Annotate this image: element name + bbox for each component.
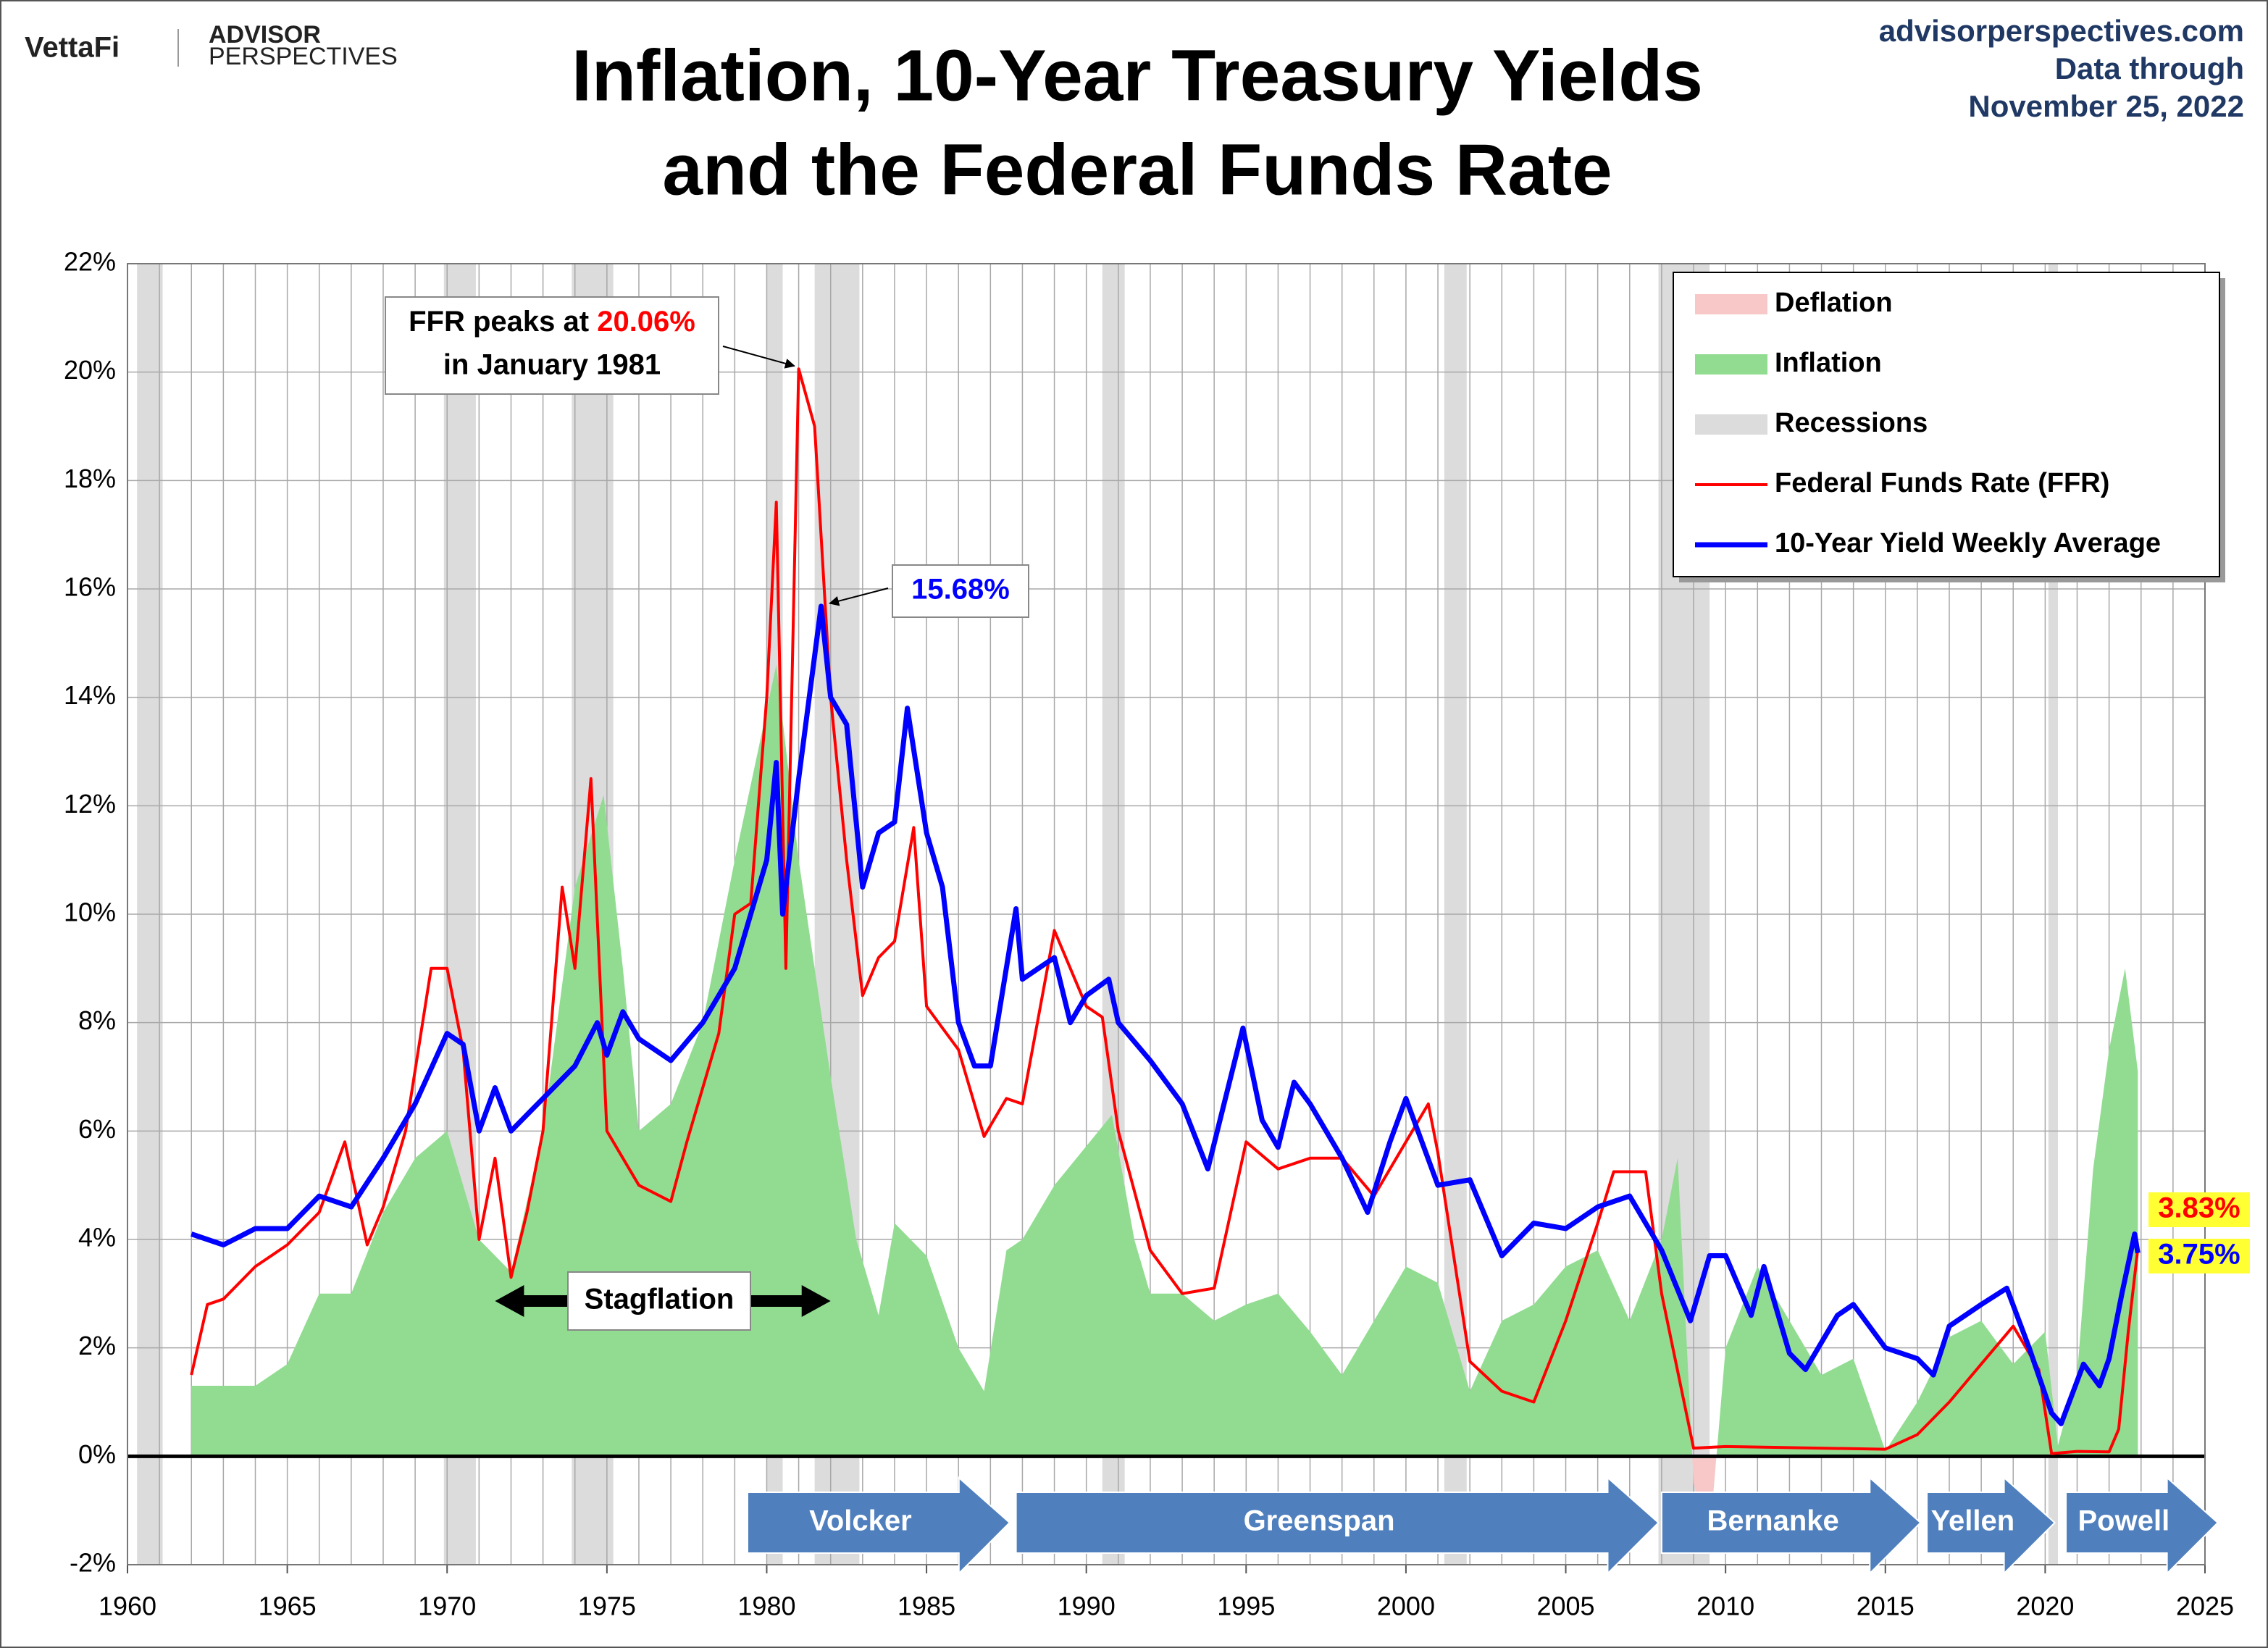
callout-box	[567, 1271, 751, 1331]
x-tick-label: 1980	[737, 1591, 795, 1621]
chair-label: Volcker	[809, 1505, 912, 1537]
callout-arrow	[722, 346, 795, 369]
y-tick-label: 0%	[78, 1439, 116, 1469]
site: advisorperspectives.com	[1879, 14, 2244, 48]
legend-label: 10-Year Yield Weekly Average	[1775, 528, 2161, 559]
chair-label: Bernanke	[1707, 1505, 1838, 1537]
y-tick-label: 12%	[64, 789, 116, 819]
callout-arrow	[829, 587, 889, 606]
legend-label: Recessions	[1775, 408, 1928, 438]
x-tick-label: 1985	[897, 1591, 955, 1621]
y-tick-label: 6%	[78, 1114, 116, 1144]
chair-arrow	[1660, 1476, 1922, 1576]
callout-text: FFR peaks at 20.06%	[409, 306, 695, 338]
y-tick-label: -2%	[70, 1548, 116, 1578]
callout-value: 20.06%	[597, 306, 695, 338]
callout-text: in January 1981	[443, 349, 661, 381]
y-tick-label: 4%	[78, 1223, 116, 1252]
ffr-annotation: FFR peaks at 20.06% in January 1981	[385, 296, 719, 395]
callout-box	[892, 564, 1029, 618]
note: Data through	[2055, 51, 2244, 85]
y-tick-label: 20%	[64, 355, 116, 385]
legend-swatch	[1695, 354, 1767, 375]
inflation-area	[191, 664, 2138, 1457]
chair-label: Powell	[2078, 1505, 2170, 1537]
brand: VettaFi	[25, 32, 120, 64]
legend-label: Federal Funds Rate (FFR)	[1775, 468, 2109, 498]
x-tick-label: 2010	[1696, 1591, 1754, 1621]
legend-swatch	[1695, 294, 1767, 314]
x-tick-label: 2025	[2176, 1591, 2234, 1621]
callout-box	[385, 296, 719, 395]
brand3: PERSPECTIVES	[209, 43, 398, 70]
chair-label: Greenspan	[1244, 1505, 1395, 1537]
x-tick-label: 2000	[1377, 1591, 1435, 1621]
end-label-bg	[2148, 1239, 2250, 1273]
callout-text: Stagflation	[585, 1284, 735, 1316]
x-tick-label: 1970	[418, 1591, 476, 1621]
end-label: 3.75%	[2158, 1239, 2240, 1271]
x-tick-label: 2020	[2016, 1591, 2074, 1621]
x-tick-label: 1960	[99, 1591, 156, 1621]
x-tick-label: 1990	[1058, 1591, 1116, 1621]
y-tick-label: 10%	[64, 898, 116, 927]
note: November 25, 2022	[1968, 89, 2244, 123]
chair-label: Yellen	[1931, 1505, 2015, 1537]
end-label-bg	[2148, 1192, 2250, 1227]
y-tick-label: 8%	[78, 1005, 116, 1035]
brand2: ADVISOR	[209, 21, 321, 49]
legend: Deflation Inflation Recessions Federal Fund…	[1673, 272, 2225, 582]
chair-arrow	[746, 1476, 1011, 1576]
legend-label: Inflation	[1775, 348, 1882, 378]
x-tick-label: 1995	[1217, 1591, 1275, 1621]
callout-value: 15.68%	[911, 574, 1010, 606]
plot-border	[127, 263, 2206, 1565]
x-tick-label: 2005	[1536, 1591, 1594, 1621]
callout-prefix: FFR peaks at	[409, 306, 597, 338]
chair-arrow	[1926, 1476, 2056, 1576]
y-tick-label: 18%	[64, 464, 116, 493]
chair-arrow	[2065, 1476, 2219, 1576]
chart-title: Inflation, 10-Year Treasury Yields	[572, 35, 1703, 116]
chart-title: and the Federal Funds Rate	[662, 129, 1612, 210]
y-tick-label: 22%	[64, 247, 116, 277]
y-tick-label: 16%	[64, 572, 116, 602]
legend-label: Deflation	[1775, 288, 1893, 318]
y-tick-label: 2%	[78, 1331, 116, 1360]
chair-arrow	[1015, 1476, 1660, 1576]
series-line	[190, 367, 2140, 1455]
end-label: 3.83%	[2158, 1192, 2240, 1224]
y-tick-label: 14%	[64, 680, 116, 710]
x-tick-label: 1965	[259, 1591, 317, 1621]
series-line	[191, 603, 2141, 1426]
x-tick-label: 1975	[578, 1591, 636, 1621]
x-tick-label: 2015	[1857, 1591, 1915, 1621]
legend-swatch	[1695, 414, 1767, 435]
